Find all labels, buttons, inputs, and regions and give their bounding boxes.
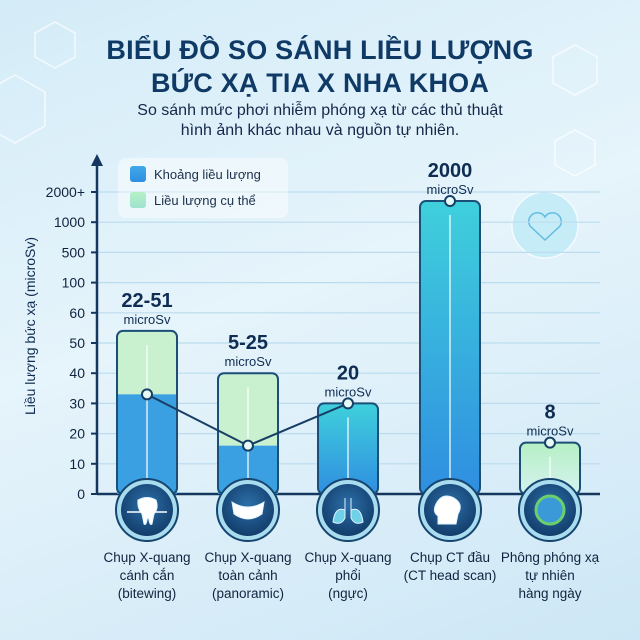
data-point [544,436,556,449]
category-label-line: Chụp X-quang [204,550,292,565]
category-label-line: Phông phóng xạ [500,550,600,565]
chart-title: BIỂU ĐỒ SO SÁNH LIỀU LƯỢNG BỨC XẠ TIA X … [0,34,640,100]
category-label-line: cánh cắn [119,568,175,583]
doctor-hex-decoration [554,129,596,177]
jaw-icon [231,500,265,520]
bar-unit-label: microSv [527,424,574,439]
bar-value-label: 22-51 [121,290,172,312]
y-tick-label: 1000 [54,214,85,230]
tooth-hex-decoration [34,21,76,69]
subtitle-line-2: hình ảnh khác nhau và nguồn tự nhiên. [180,122,460,139]
legend: Khoảng liều lượng Liều lượng cụ thể [118,158,288,218]
category-label: Chụp X-quang toàn cảnh (panoramic) [188,549,308,603]
category-icon-badge [418,478,482,542]
category-label-line: tự nhiên [525,568,575,583]
title-line-2: BỨC XẠ TIA X NHA KHOA [150,68,490,98]
data-point [141,388,153,401]
legend-label-range: Khoảng liều lượng [154,166,261,182]
y-tick-label: 100 [62,275,86,291]
category-label-line: (ngực) [328,586,368,601]
category-icon-badge [316,478,380,542]
data-point [242,439,254,452]
bar-unit-label: microSv [325,384,372,399]
data-point [444,195,456,208]
brain-head-icon [433,495,461,525]
y-tick-label: 30 [69,395,85,411]
bar-unit-label: microSv [225,354,272,369]
y-tick-label: 60 [69,305,85,321]
legend-item-range: Khoảng liều lượng [130,166,261,182]
category-label: Phông phóng xạ tự nhiên hàng ngày [490,549,610,603]
stethoscope-hex-decoration [0,74,46,144]
y-tick-label: 40 [69,365,85,381]
y-tick-label: 0 [77,486,85,502]
bar-value-label: 2000 [428,160,473,182]
y-tick-label: 2000+ [46,184,85,200]
category-icons [115,478,582,542]
bar-unit-label: microSv [124,312,171,327]
category-label-line: phổi [335,568,361,583]
bar-value-label: 5-25 [228,332,268,354]
category-label-line: Chụp X-quang [304,550,392,565]
y-tick-label: 10 [69,456,85,472]
title-line-1: BIỂU ĐỒ SO SÁNH LIỀU LƯỢNG [106,35,534,65]
bar-value-label: 20 [337,362,359,384]
y-tick-label: 500 [62,244,86,260]
legend-label-specific: Liều lượng cụ thể [154,192,256,208]
category-label-line: (CT head scan) [403,568,497,583]
y-axis-arrow [91,154,103,166]
heart-circle-decoration [511,191,579,259]
category-label-line: (bitewing) [117,586,177,601]
chart-subtitle: So sánh mức phơi nhiễm phóng xạ từ các t… [0,101,640,141]
legend-swatch-range [130,166,146,182]
y-tick-label: 20 [69,426,85,442]
legend-item-specific: Liều lượng cụ thể [130,192,256,208]
y-axis-label: Liều lượng bức xạ (microSv) [22,236,38,416]
category-label-line: (panoramic) [211,586,285,601]
category-icon-badge [216,478,280,542]
globe-icon [534,494,566,526]
category-label-line: toàn cảnh [218,568,278,583]
category-icon-badge [115,478,179,542]
bars: 22-51microSv5-25microSv20microSv2000micr… [116,160,581,496]
legend-swatch-specific [130,192,146,208]
y-tick-label: 50 [69,335,85,351]
lungs-icon [332,498,364,524]
bar-value-label: 8 [544,402,555,424]
category-label: Chụp X-quang phổi (ngực) [288,549,408,603]
category-label-line: hàng ngày [518,586,582,601]
category-label-line: Chụp X-quang [103,550,191,565]
icon-disc [322,484,374,536]
category-label: Chụp X-quang cánh cắn (bitewing) [87,549,207,603]
category-label: Chụp CT đầu (CT head scan) [390,549,510,603]
category-label-line: Chụp CT đầu [409,550,491,565]
decorations [0,21,598,259]
subtitle-line-1: So sánh mức phơi nhiễm phóng xạ từ các t… [137,102,503,119]
heart-icon [528,212,562,242]
tooth-icon [137,497,158,525]
data-point [342,397,354,410]
bar-unit-label: microSv [427,182,474,197]
category-icon-badge [518,478,582,542]
cross-hex-decoration [552,44,598,96]
